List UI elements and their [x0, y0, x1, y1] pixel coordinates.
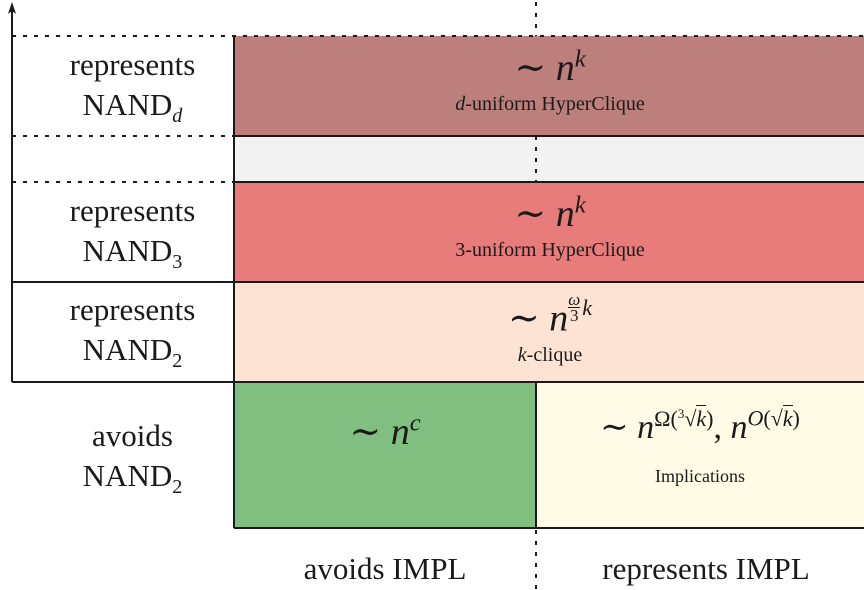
- row-label-nand-3-line1: represents: [69, 193, 196, 228]
- hyperclique-3-prefix: ∼: [514, 193, 556, 235]
- kclique-base: n: [549, 297, 569, 340]
- poly-base: n: [390, 411, 410, 453]
- row-label-nand-2-sub: 2: [172, 350, 183, 373]
- cell-hyperclique-d: [234, 36, 864, 136]
- row-label-nand-2-line1: represents: [69, 292, 196, 327]
- dashed-lines: [12, 2, 864, 590]
- row-label-nand-d-sub: d: [172, 105, 183, 128]
- kclique-exp-den: 3: [570, 306, 579, 325]
- row-label-nand-d-line2: NAND: [82, 87, 173, 122]
- cell-hyperclique-3: [234, 182, 864, 282]
- row-label-avoid-nand-2: avoids NAND2: [20, 416, 245, 499]
- row-label-avoid-nand-2-sub: 2: [172, 476, 183, 499]
- kclique-name-var: k: [517, 343, 527, 366]
- hyperclique-3-base: n: [555, 193, 575, 235]
- cell-hyperclique-3-text: ∼ nk 3-uniform HyperClique: [234, 192, 864, 262]
- cell-implications: [536, 382, 864, 528]
- axis-arrow: [8, 2, 16, 382]
- hyperclique-3-name: 3-uniform HyperClique: [455, 239, 645, 261]
- hyperclique-3-exponent: k: [574, 191, 586, 219]
- kclique-exp-var: k: [582, 294, 593, 320]
- cell-hyperclique-d-text: ∼ nk d-uniform HyperClique: [234, 46, 864, 116]
- cell-kclique: [234, 282, 864, 382]
- cell-poly: [234, 382, 536, 528]
- cell-implications-text: ∼ nΩ(3√k), nO(√k) Implications: [536, 404, 864, 488]
- implications-name: Implications: [655, 466, 745, 486]
- row-label-avoid-nand-2-line1: avoids: [92, 418, 173, 453]
- poly-prefix: ∼: [349, 411, 391, 453]
- cell-poly-text: ∼ nc: [234, 410, 536, 454]
- row-label-nand-d-line1: represents: [69, 47, 196, 82]
- row-label-nand-d: represents NANDd: [20, 45, 245, 128]
- kclique-exp-num: ω: [568, 290, 581, 309]
- hyperclique-d-exponent: k: [574, 45, 586, 73]
- row-label-nand-2: represents NAND2: [20, 290, 245, 373]
- cell-gap: [234, 136, 864, 182]
- poly-exponent: c: [409, 409, 421, 437]
- row-label-nand-3: represents NAND3: [20, 191, 245, 274]
- row-label-nand-3-line2: NAND: [82, 233, 173, 268]
- kclique-prefix: ∼: [507, 297, 550, 340]
- hyperclique-d-prefix: ∼: [514, 47, 556, 89]
- hyperclique-d-name: -uniform HyperClique: [465, 93, 645, 115]
- grid-lines: [12, 36, 864, 529]
- hyperclique-d-base: n: [555, 47, 575, 89]
- row-label-nand-3-sub: 3: [172, 251, 183, 274]
- column-label-avoids-impl: avoids IMPL: [303, 551, 467, 586]
- row-label-avoid-nand-2-line2: NAND: [82, 458, 173, 493]
- hyperclique-d-name-var: d: [455, 93, 466, 115]
- column-label-represents-impl: represents IMPL: [602, 551, 810, 586]
- kclique-name: -clique: [526, 343, 583, 366]
- row-label-nand-2-line2: NAND: [82, 332, 173, 367]
